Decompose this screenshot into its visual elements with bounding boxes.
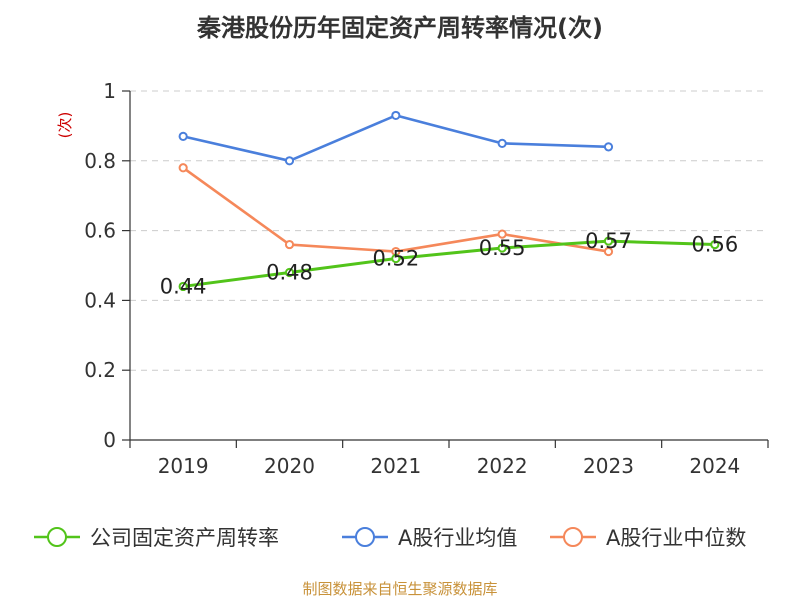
y-tick-label: 0.4 bbox=[84, 288, 116, 312]
y-tick-label: 0.2 bbox=[84, 358, 116, 382]
data-point bbox=[391, 253, 401, 264]
series-layer bbox=[178, 110, 720, 292]
source-note: 制图数据来自恒生聚源数据库 bbox=[302, 580, 498, 598]
y-axis-label: (次) bbox=[56, 112, 74, 139]
data-label: 0.52 bbox=[372, 247, 419, 271]
data-point bbox=[497, 138, 507, 148]
data-label: 0.44 bbox=[160, 274, 207, 298]
chart-title: 秦港股份历年固定资产周转率情况(次) bbox=[197, 14, 603, 42]
data-point bbox=[497, 229, 507, 239]
data-point bbox=[603, 236, 614, 246]
y-tick-label: 0.6 bbox=[84, 219, 116, 243]
legend-label: A股行业中位数 bbox=[606, 526, 746, 550]
data-point bbox=[603, 142, 614, 152]
data-label: 0.57 bbox=[585, 229, 632, 253]
legend-label: A股行业均值 bbox=[398, 526, 517, 550]
data-label: 0.55 bbox=[479, 236, 526, 260]
data-point bbox=[710, 239, 720, 250]
y-tick-label: 0.8 bbox=[84, 149, 116, 173]
legend-marker bbox=[563, 527, 583, 547]
x-tick-label: 2019 bbox=[158, 454, 209, 478]
data-label: 0.48 bbox=[266, 260, 313, 284]
grid-lines bbox=[130, 90, 768, 371]
y-tick-label: 0 bbox=[103, 428, 116, 452]
legend-marker bbox=[47, 527, 67, 547]
data-point bbox=[603, 246, 614, 257]
series-line bbox=[182, 239, 715, 288]
y-tick-label: 1 bbox=[103, 79, 116, 103]
axes bbox=[129, 91, 768, 441]
data-point bbox=[284, 239, 295, 250]
data-point bbox=[178, 281, 188, 292]
x-ticks: 2019 2020 2021 2022 2023 2024 bbox=[129, 440, 769, 478]
x-tick-label: 2024 bbox=[689, 454, 740, 478]
series-line bbox=[182, 114, 609, 163]
data-point bbox=[178, 163, 188, 173]
x-tick-label: 2023 bbox=[583, 454, 634, 478]
legend: 公司固定资产周转率 A股行业均值 A股行业中位数 bbox=[34, 526, 746, 550]
legend-label: 公司固定资产周转率 bbox=[90, 526, 279, 550]
y-ticks: 0 0.2 0.4 0.6 0.8 1 bbox=[84, 79, 130, 452]
x-tick-label: 2022 bbox=[477, 454, 528, 478]
data-label: 0.56 bbox=[691, 233, 738, 257]
data-point bbox=[284, 267, 295, 278]
data-point bbox=[178, 131, 188, 141]
data-point bbox=[284, 156, 295, 166]
data-point bbox=[391, 110, 401, 121]
legend-marker bbox=[355, 527, 375, 547]
series-line bbox=[182, 166, 609, 253]
data-labels: 0.44 0.48 0.52 0.55 0.57 0.56 bbox=[160, 229, 738, 298]
data-point bbox=[497, 243, 507, 253]
x-tick-label: 2021 bbox=[370, 454, 421, 478]
x-tick-label: 2020 bbox=[264, 454, 315, 478]
